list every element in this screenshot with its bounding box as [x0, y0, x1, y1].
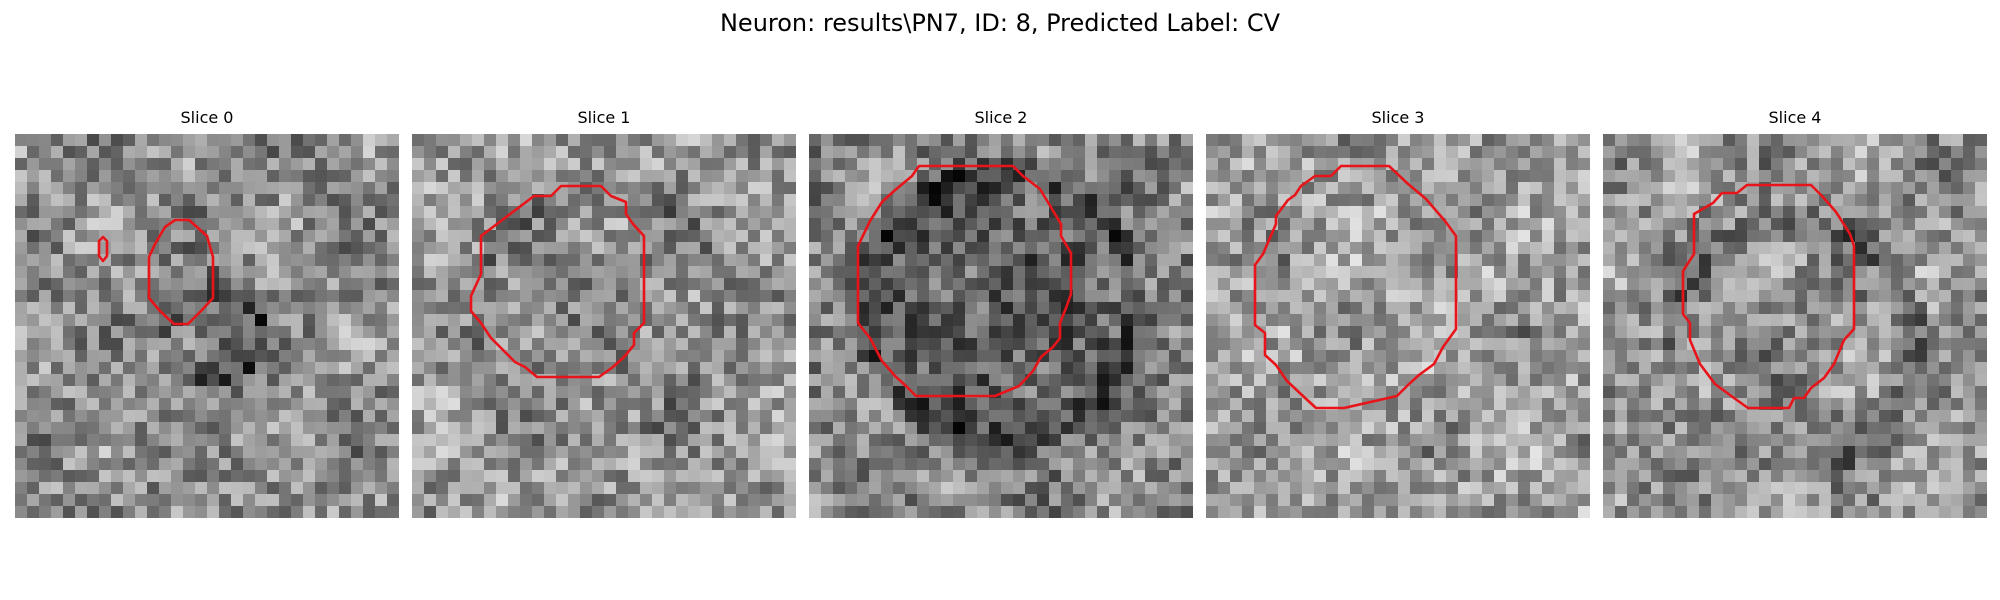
slice-image-0 [15, 134, 399, 518]
slice-title-3: Slice 3 [1371, 108, 1425, 127]
em-texture [1206, 134, 1590, 518]
figure-title: Neuron: results\PN7, ID: 8, Predicted La… [719, 9, 1281, 37]
neuron-contour [1681, 183, 1856, 410]
slice-image-1 [412, 134, 796, 518]
em-texture [412, 134, 796, 518]
neuron-contour [856, 164, 1073, 398]
em-texture [15, 134, 399, 518]
em-texture [809, 134, 1193, 518]
slice-image-3 [1206, 134, 1590, 518]
neuron-contour [1253, 164, 1458, 410]
slice-image-2 [809, 134, 1193, 518]
slice-title-2: Slice 2 [974, 108, 1028, 127]
slice-image-4 [1603, 134, 1987, 518]
slice-title-0: Slice 0 [180, 108, 234, 127]
neuron-contour [147, 218, 215, 326]
neuron-contour [469, 184, 646, 379]
secondary-contour [97, 235, 109, 263]
em-texture [1603, 134, 1987, 518]
slice-title-1: Slice 1 [577, 108, 631, 127]
slice-title-4: Slice 4 [1768, 108, 1822, 127]
